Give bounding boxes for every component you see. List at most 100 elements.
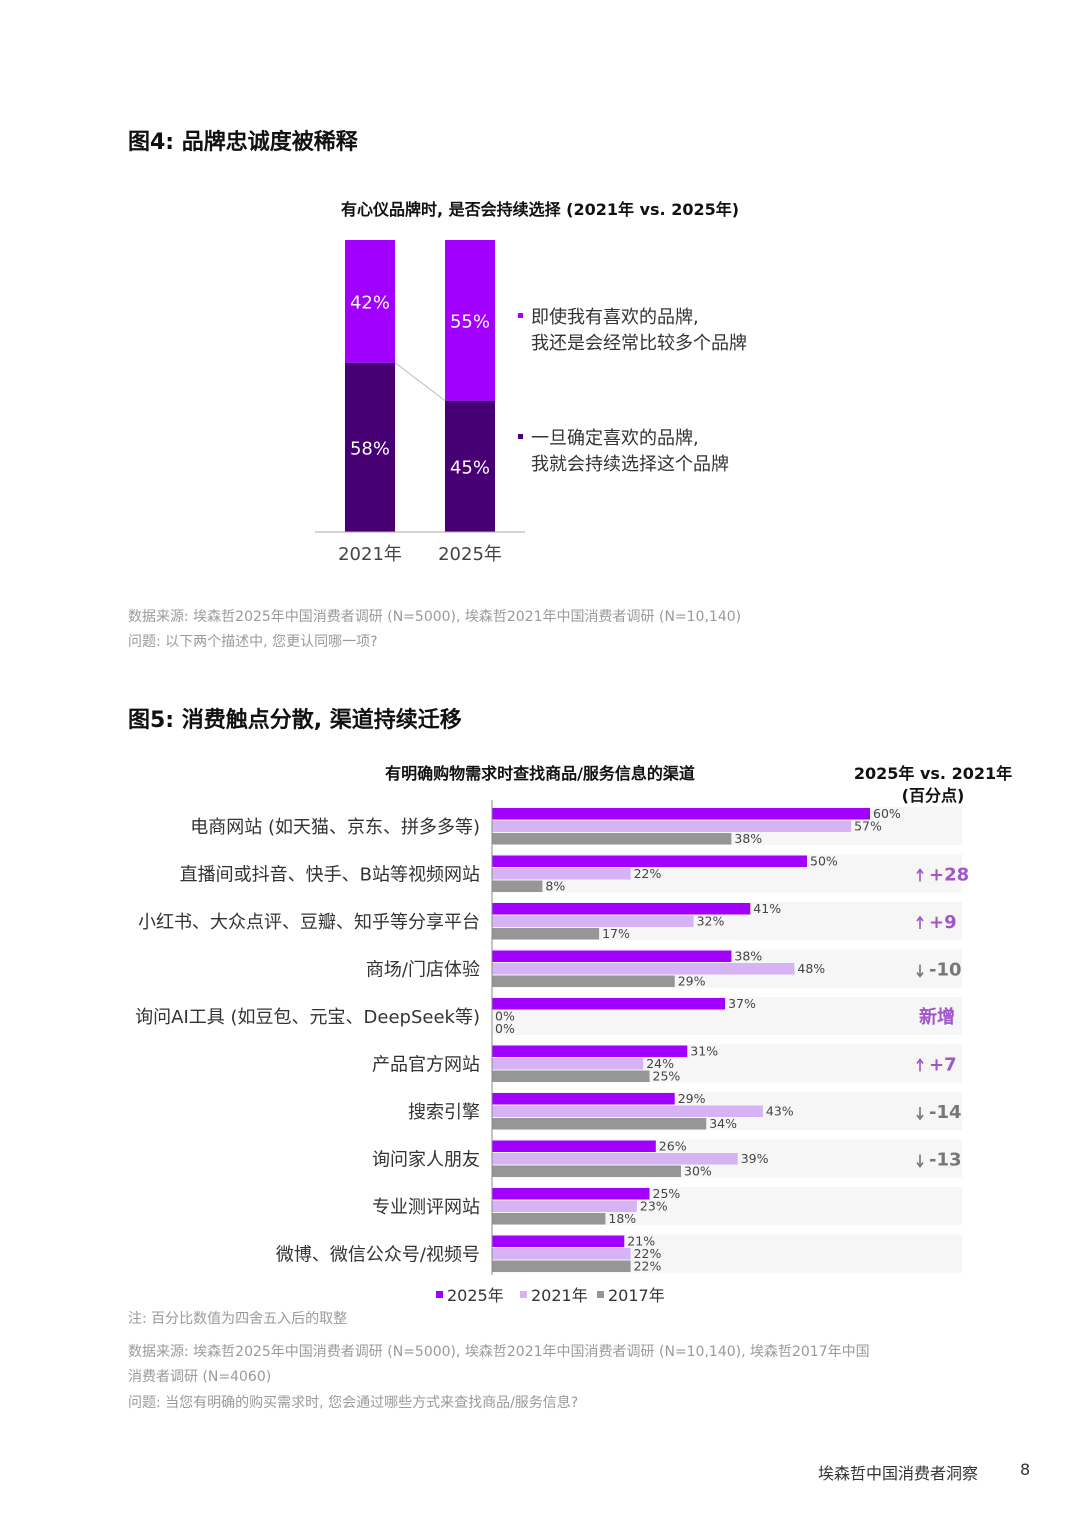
fig5-change-2: +9 xyxy=(929,912,957,933)
fig5-bar-label-6-1: 43% xyxy=(766,1104,794,1119)
fig5-bar-label-6-2: 34% xyxy=(709,1116,737,1131)
fig5-bar-label-8-0: 25% xyxy=(653,1186,681,1201)
fig5-change-3: -10 xyxy=(929,960,962,981)
fig5-bar-label-2-1: 32% xyxy=(697,914,725,929)
fig5-category-7: 询问家人朋友 xyxy=(372,1150,480,1171)
fig5-bar-label-7-1: 39% xyxy=(741,1151,769,1166)
fig4-bar-bottom-0 xyxy=(345,362,395,532)
fig5-bar-2-1 xyxy=(492,915,694,927)
page-number: 8 xyxy=(1020,1460,1031,1479)
fig5-bar-7-1 xyxy=(492,1153,738,1165)
fig5-legend-text-0: 2025年 xyxy=(447,1286,504,1305)
fig5-bar-3-2 xyxy=(492,975,675,987)
fig5-question: 问题: 当您有明确的购买需求时, 您会通过哪些方式来查找商品/服务信息? xyxy=(128,1395,579,1411)
fig5-bar-1-0 xyxy=(492,855,807,867)
fig5-bar-label-1-1: 22% xyxy=(634,866,662,881)
fig5-bar-5-0 xyxy=(492,1045,688,1057)
fig5-arrow-down-icon-7 xyxy=(916,1154,924,1168)
fig4-source: 数据来源: 埃森哲2025年中国消费者调研 (N=5000), 埃森哲2021年… xyxy=(128,609,742,625)
fig5-source-line2: 消费者调研 (N=4060) xyxy=(128,1369,272,1385)
fig4-legend-text-0-0: 即使我有喜欢的品牌, xyxy=(531,307,699,328)
fig5-bar-4-0 xyxy=(492,998,726,1010)
fig5-bar-label-9-1: 22% xyxy=(634,1246,662,1261)
fig4-bar-top-1 xyxy=(445,240,495,401)
fig5-bar-label-8-1: 23% xyxy=(640,1199,668,1214)
fig5-bar-label-5-0: 31% xyxy=(690,1044,718,1059)
fig5-bar-label-4-1: 0% xyxy=(495,1009,515,1024)
fig5-bar-label-6-0: 29% xyxy=(678,1091,706,1106)
fig5-bar-label-9-2: 22% xyxy=(634,1259,662,1274)
footer-text: 埃森哲中国消费者洞察 xyxy=(818,1464,979,1483)
fig5-arrow-down-icon-3 xyxy=(916,964,924,978)
fig5-bar-7-2 xyxy=(492,1165,681,1177)
fig5-bar-8-0 xyxy=(492,1188,650,1200)
fig5-change-6: -14 xyxy=(929,1102,962,1123)
fig5-legend-marker-0 xyxy=(436,1291,443,1298)
fig5-arrow-up-icon-5 xyxy=(916,1058,924,1072)
fig5-chart: 有明确购物需求时查找商品/服务信息的渠道 2025年 vs. 2021年 (百分点)… xyxy=(135,764,1012,1305)
fig5-bar-8-1 xyxy=(492,1200,637,1212)
fig4-label-top-0: 42% xyxy=(350,292,390,313)
fig5-legend-marker-1 xyxy=(520,1291,527,1298)
fig4-label-bottom-1: 45% xyxy=(450,457,490,478)
fig5-legend-text-1: 2021年 xyxy=(531,1286,588,1305)
fig5-bar-3-0 xyxy=(492,950,732,962)
fig5-bar-0-1 xyxy=(492,820,852,832)
fig5-bar-6-1 xyxy=(492,1105,763,1117)
fig5-change-4: 新增 xyxy=(919,1006,955,1028)
fig5-bar-label-5-2: 25% xyxy=(653,1069,681,1084)
fig4-category-0: 2021年 xyxy=(338,544,402,565)
fig5-bar-5-1 xyxy=(492,1058,644,1070)
fig5-bar-label-3-0: 38% xyxy=(734,949,762,964)
fig5-source-line1: 数据来源: 埃森哲2025年中国消费者调研 (N=5000), 埃森哲2021年… xyxy=(128,1344,870,1360)
fig5-bar-6-0 xyxy=(492,1093,675,1105)
fig5-bar-label-4-0: 37% xyxy=(728,996,756,1011)
fig5-category-0: 电商网站 (如天猫、京东、拼多多等) xyxy=(190,817,480,838)
fig5-category-2: 小红书、大众点评、豆瓣、知乎等分享平台 xyxy=(138,912,480,933)
fig4-question: 问题: 以下两个描述中, 您更认同哪一项? xyxy=(128,634,378,650)
fig4-legend-text-0-1: 我还是会经常比较多个品牌 xyxy=(531,333,747,354)
fig5-category-1: 直播间或抖音、快手、B站等视频网站 xyxy=(180,865,480,886)
fig4-category-1: 2025年 xyxy=(438,544,502,565)
fig5-arrow-up-icon-2 xyxy=(916,915,924,929)
fig5-change-7: -13 xyxy=(929,1150,962,1171)
fig4-legend-marker-0 xyxy=(518,313,523,318)
fig5-arrow-down-icon-6 xyxy=(916,1107,924,1121)
fig4-title: 图4: 品牌忠诚度被稀释 xyxy=(128,130,358,155)
fig5-arrow-up-icon-1 xyxy=(916,868,924,882)
fig5-category-5: 产品官方网站 xyxy=(372,1055,480,1076)
fig5-bar-2-2 xyxy=(492,928,600,940)
fig4-label-bottom-0: 58% xyxy=(350,438,390,459)
fig5-bar-label-7-2: 30% xyxy=(684,1164,712,1179)
fig5-change-header-0: 2025年 vs. 2021年 xyxy=(854,764,1012,783)
fig5-bar-2-0 xyxy=(492,903,751,915)
fig5-bar-0-0 xyxy=(492,808,870,820)
fig5-bar-label-1-2: 8% xyxy=(545,879,565,894)
fig5-bar-label-2-2: 17% xyxy=(602,926,630,941)
fig5-bar-9-0 xyxy=(492,1235,625,1247)
fig5-note: 注: 百分比数值为四舍五入后的取整 xyxy=(128,1311,348,1327)
fig4-chart-title: 有心仪品牌时, 是否会持续选择 (2021年 vs. 2025年) xyxy=(340,200,740,219)
fig5-bar-label-8-2: 18% xyxy=(608,1211,636,1226)
fig4-label-top-1: 55% xyxy=(450,311,490,332)
fig5-category-3: 商场/门店体验 xyxy=(366,960,480,981)
fig5-bar-label-5-1: 24% xyxy=(646,1056,674,1071)
fig5-bar-label-0-1: 57% xyxy=(854,819,882,834)
fig5-bar-9-1 xyxy=(492,1248,631,1260)
fig4-chart: 42% 58% 2021年 55% 45% 2025年 即使我有喜欢的品牌, 我还是会经常比较… xyxy=(315,240,747,565)
fig5-bar-3-1 xyxy=(492,963,795,975)
fig4-connector xyxy=(394,362,446,401)
fig4-legend-marker-1 xyxy=(518,434,523,439)
fig5-change-1: +28 xyxy=(929,865,969,886)
fig5-chart-title: 有明确购物需求时查找商品/服务信息的渠道 xyxy=(385,764,695,783)
fig5-bar-6-2 xyxy=(492,1118,707,1130)
fig5-category-6: 搜索引擎 xyxy=(408,1102,480,1123)
fig4-legend-text-1-0: 一旦确定喜欢的品牌, xyxy=(531,428,699,449)
fig5-bar-label-1-0: 50% xyxy=(810,854,838,869)
fig5-legend-marker-2 xyxy=(597,1291,604,1298)
fig5-bar-label-2-0: 41% xyxy=(753,901,781,916)
fig5-bar-label-7-0: 26% xyxy=(659,1139,687,1154)
fig5-bar-label-0-2: 38% xyxy=(734,831,762,846)
fig5-bar-5-2 xyxy=(492,1070,650,1082)
fig5-bar-1-2 xyxy=(492,880,543,892)
